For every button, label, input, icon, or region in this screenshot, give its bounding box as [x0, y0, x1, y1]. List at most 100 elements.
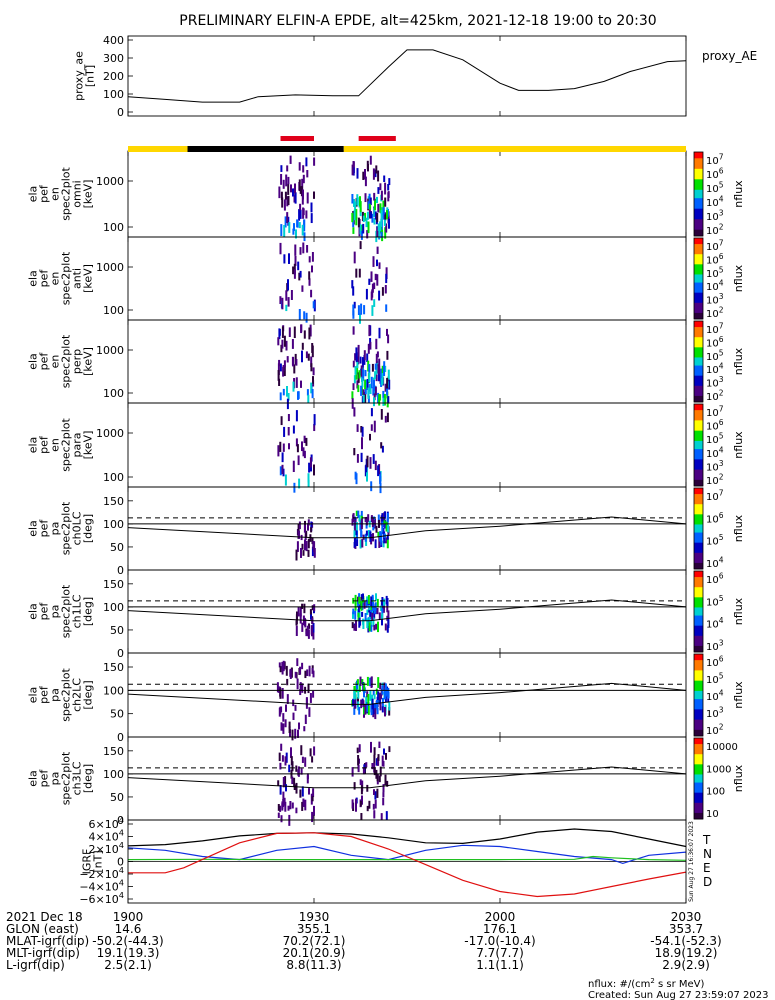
spectrogram-pixel	[387, 524, 390, 533]
colorbar-segment	[694, 258, 703, 261]
colorbar-segment	[694, 540, 703, 544]
panel-ch1LC: 150100500elapefpaspec2plotch1LC[deg]1061…	[27, 569, 745, 660]
colorbar-segment	[694, 744, 703, 747]
spectrogram-pixel	[308, 278, 311, 286]
colorbar-segment	[694, 575, 703, 578]
colorbar-segment	[694, 377, 703, 381]
igrf-legend-D: D	[703, 875, 712, 889]
spectrogram-pixel	[295, 782, 298, 794]
spectrogram-pixel	[362, 369, 365, 381]
colorbar-tick-label: 103	[706, 639, 724, 654]
colorbar-tick-label: 105	[706, 348, 724, 363]
colorbar-segment	[694, 185, 703, 189]
spectrogram-pixel	[284, 719, 287, 728]
y-tick-label: 150	[103, 661, 124, 674]
colorbar-segment	[694, 546, 703, 550]
spectrogram-pixel	[313, 548, 316, 558]
colorbar-segment	[694, 373, 703, 377]
spectrogram-pixel	[380, 218, 383, 227]
colorbar-segment	[694, 369, 703, 373]
spectrogram-pixel	[368, 324, 371, 337]
colorbar-segment	[694, 504, 703, 507]
colorbar-segment	[694, 387, 703, 391]
spectrogram-pixel	[359, 241, 362, 250]
y-tick-label: 1000	[96, 427, 124, 440]
colorbar-segment	[694, 488, 703, 491]
panel-ch2LC: 150100500elapefpaspec2plotch2LC[deg]1061…	[27, 652, 745, 744]
colorbar-segment	[694, 280, 703, 284]
spectrogram-pixel	[355, 216, 358, 226]
spectrogram-pixel	[353, 407, 356, 417]
colorbar-segment	[694, 479, 703, 483]
ephemeris-value: 353.7	[669, 922, 703, 936]
colorbar-frame	[693, 653, 704, 737]
spectrogram-pixel	[296, 541, 299, 552]
spectrogram-pixel	[356, 380, 359, 389]
colorbar-segment	[694, 227, 703, 231]
spectrogram-pixel	[298, 521, 301, 530]
spectrogram-pixel	[377, 373, 380, 382]
colorbar-segment	[694, 170, 703, 174]
ylabel-line: [nT]	[92, 850, 105, 872]
spectrogram-pixel	[294, 704, 297, 711]
spectrogram-pixel	[302, 165, 305, 173]
spectrogram-pixel	[373, 192, 376, 201]
spectrogram-pixel	[387, 334, 390, 344]
spectrogram-pixel	[306, 669, 309, 676]
spectrogram-pixel	[307, 549, 310, 557]
colorbar-segment	[694, 512, 703, 515]
spectrogram-pixel	[363, 691, 365, 698]
spectrogram-pixel	[385, 521, 388, 532]
spectrogram-pixel	[290, 290, 293, 300]
spectrogram-pixel	[378, 358, 381, 368]
ylabel-line: pef	[38, 352, 51, 371]
spectrogram-pixel	[305, 697, 308, 706]
colorbar-segment	[694, 788, 703, 792]
spectrogram-pixel	[286, 694, 289, 705]
colorbar-segment	[694, 770, 703, 773]
colorbar-tick-label: 102	[706, 389, 724, 404]
colorbar-label-text: nflux	[732, 431, 745, 459]
colorbar-segment	[694, 335, 703, 338]
spectrogram-pixel	[365, 217, 368, 228]
colorbar-segment	[694, 471, 703, 475]
colorbar-segment	[694, 660, 703, 663]
spectrogram-pixel	[303, 435, 306, 444]
y-tick-label: −2×104	[79, 865, 124, 881]
spectrogram-pixel	[363, 305, 366, 315]
spectrogram-pixel	[360, 785, 363, 795]
spectrogram-pixel	[304, 670, 307, 679]
colorbar-segment	[694, 418, 703, 421]
spectrogram-pixel	[313, 414, 316, 426]
y-tick-label: 0	[117, 647, 124, 660]
spectrogram-pixel	[306, 245, 309, 253]
spectrogram-pixel	[307, 683, 310, 694]
spectrogram-pixel	[285, 290, 288, 301]
ylabel-line: proxy_ae	[73, 51, 86, 101]
spectrogram-pixel	[355, 522, 358, 531]
spectrogram-pixel	[280, 165, 283, 172]
spectrogram-pixel	[289, 668, 292, 679]
spectrogram-pixel	[378, 537, 381, 548]
spectrogram-pixel	[293, 194, 296, 203]
colorbar-segment	[694, 756, 703, 759]
spectrogram-pixel	[381, 514, 384, 524]
colorbar-segment	[694, 274, 703, 277]
colorbar-segment	[694, 502, 703, 505]
spectrogram-pixel	[376, 707, 379, 715]
ylabel-line: pef	[38, 519, 51, 538]
colorbar-segment	[694, 173, 703, 176]
spectrogram-pixel	[305, 530, 308, 538]
spectrogram-pixel	[368, 604, 371, 611]
spectrogram-pixel	[383, 682, 386, 692]
spectrogram-pixel	[375, 623, 378, 630]
spectrogram-pixel	[384, 383, 387, 392]
spectrogram-pixel	[285, 752, 288, 763]
spectrogram-pixel	[304, 757, 307, 767]
panels: 4003002001000proxy_AEproxy_ae[nT]1000100…	[27, 34, 758, 906]
colorbar-segment	[694, 459, 703, 462]
spectrogram-pixel	[296, 658, 299, 667]
spectrogram-pixel	[278, 328, 281, 340]
spectrogram-pixel	[359, 314, 361, 324]
